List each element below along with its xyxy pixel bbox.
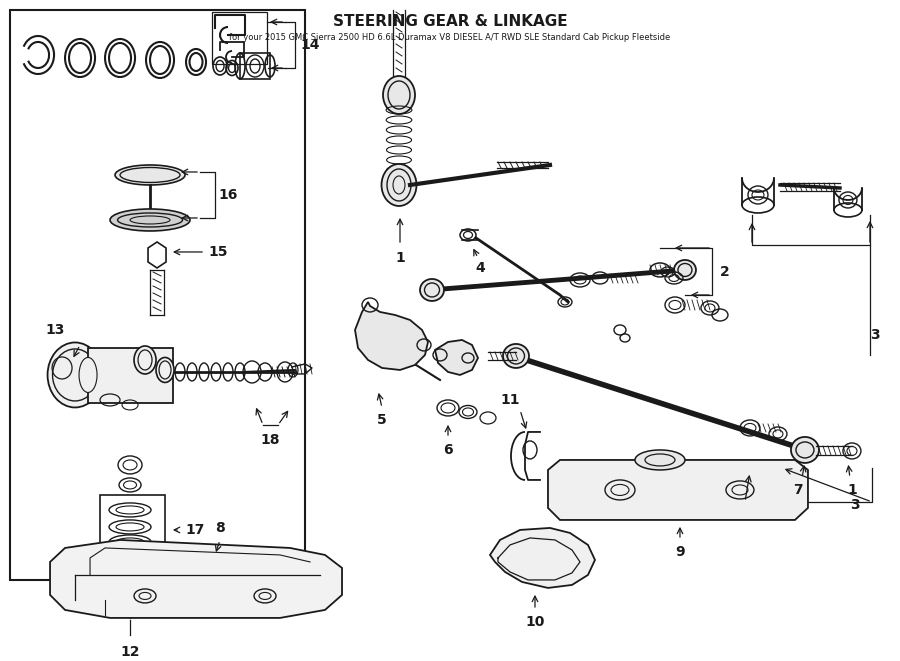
- Ellipse shape: [110, 209, 190, 231]
- Text: 16: 16: [219, 188, 238, 202]
- Bar: [100, 495, 165, 575]
- Text: 4: 4: [475, 261, 485, 275]
- Ellipse shape: [79, 358, 97, 393]
- Ellipse shape: [791, 437, 819, 463]
- Ellipse shape: [635, 450, 685, 470]
- Text: 5: 5: [377, 413, 387, 427]
- Ellipse shape: [115, 165, 185, 185]
- Text: for your 2015 GMC Sierra 2500 HD 6.6L Duramax V8 DIESEL A/T RWD SLE Standard Cab: for your 2015 GMC Sierra 2500 HD 6.6L Du…: [230, 34, 670, 42]
- Text: 17: 17: [185, 523, 204, 537]
- Text: 15: 15: [208, 245, 228, 259]
- Text: 14: 14: [301, 38, 320, 52]
- Polygon shape: [50, 540, 342, 618]
- Text: 13: 13: [45, 323, 65, 337]
- Ellipse shape: [48, 342, 103, 407]
- Ellipse shape: [382, 164, 417, 206]
- Text: 10: 10: [526, 615, 544, 629]
- Ellipse shape: [156, 358, 174, 383]
- Bar: [240, 53, 270, 79]
- Text: 7: 7: [793, 483, 803, 497]
- Text: 12: 12: [121, 645, 140, 659]
- Text: STEERING GEAR & LINKAGE: STEERING GEAR & LINKAGE: [333, 15, 567, 30]
- Text: 1: 1: [847, 483, 857, 497]
- Polygon shape: [490, 528, 595, 588]
- Text: 3: 3: [850, 498, 860, 512]
- Bar: [10, 10, 305, 580]
- Text: 6: 6: [443, 443, 453, 457]
- Ellipse shape: [674, 260, 696, 280]
- Bar: [212, 12, 267, 64]
- Polygon shape: [355, 302, 428, 370]
- Ellipse shape: [420, 279, 444, 301]
- Ellipse shape: [134, 346, 156, 374]
- Text: 2: 2: [720, 265, 730, 279]
- Polygon shape: [435, 340, 478, 375]
- Ellipse shape: [383, 76, 415, 114]
- Text: 9: 9: [675, 545, 685, 559]
- Text: 8: 8: [215, 521, 225, 535]
- Text: 1: 1: [395, 251, 405, 265]
- Polygon shape: [548, 460, 808, 520]
- Text: 3: 3: [870, 328, 880, 342]
- Text: 11: 11: [500, 393, 519, 407]
- Ellipse shape: [119, 597, 141, 609]
- Ellipse shape: [503, 344, 529, 368]
- Text: 18: 18: [260, 433, 280, 447]
- Bar: [88, 348, 173, 403]
